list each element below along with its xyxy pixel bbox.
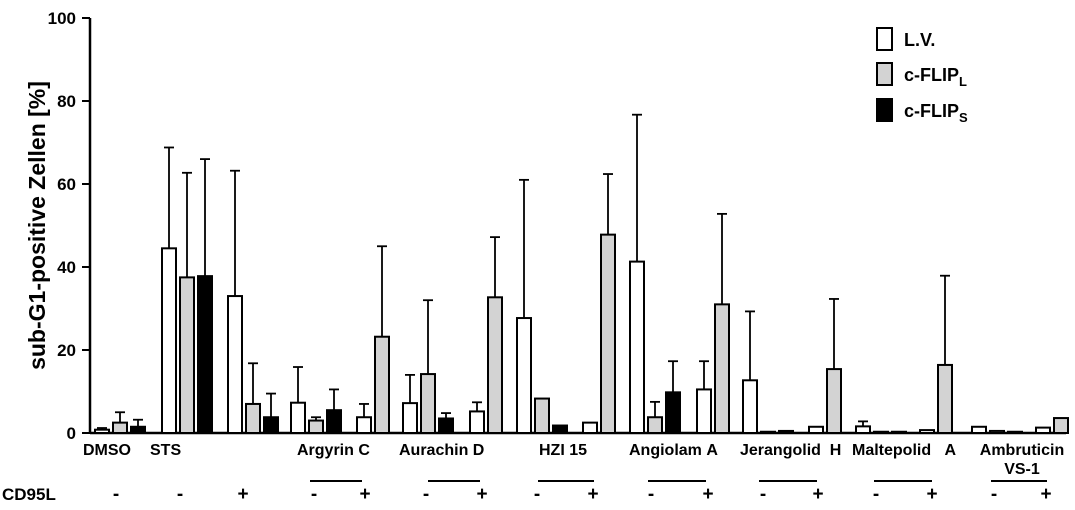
group-label: Angiolam A — [629, 442, 718, 459]
group-label: Argyrin C — [297, 442, 370, 459]
legend-swatch — [876, 62, 893, 86]
bar — [534, 397, 550, 434]
bar — [263, 416, 279, 435]
cd95l-sign: - — [534, 484, 540, 505]
legend-label-subscript: S — [959, 110, 968, 125]
y-tick-label: 40 — [57, 258, 76, 277]
bar — [808, 425, 824, 434]
bar — [742, 379, 758, 435]
cd95l-sign: + — [359, 484, 370, 505]
cd95l-sign: + — [702, 484, 713, 505]
legend-label: L.V. — [904, 30, 935, 50]
bar — [919, 429, 935, 435]
bar — [438, 417, 454, 435]
bar — [971, 425, 987, 434]
bar — [326, 409, 342, 434]
cd95l-sign: + — [587, 484, 598, 505]
cd95l-sign: - — [648, 484, 654, 505]
bar — [420, 373, 436, 435]
category-label: STS — [150, 442, 181, 459]
y-tick-label: 0 — [67, 424, 76, 443]
y-tick-label: 100 — [48, 9, 76, 28]
cd95l-sign: + — [237, 484, 248, 505]
y-tick-label: 20 — [57, 341, 76, 360]
cd95l-sign: - — [423, 484, 429, 505]
cd95l-sign: - — [113, 484, 119, 505]
group-label: Maltepolid A — [852, 442, 956, 459]
y-tick-label: 60 — [57, 175, 76, 194]
bar — [94, 428, 110, 434]
bar — [130, 425, 146, 434]
bar — [600, 233, 616, 434]
bar — [582, 421, 598, 434]
legend-label: c-FLIPL — [904, 65, 967, 89]
group-label: Jerangolid H — [740, 442, 841, 459]
bar — [245, 402, 261, 435]
bar — [891, 430, 907, 435]
bar — [197, 275, 213, 434]
cd95l-sign: - — [760, 484, 766, 505]
cd95l-sign: + — [926, 484, 937, 505]
cd95l-sign: + — [1040, 484, 1051, 505]
bar — [402, 402, 418, 434]
y-axis-label: sub-G1-positive Zellen [%] — [24, 81, 50, 370]
cd95l-sign: - — [311, 484, 317, 505]
bar — [552, 424, 568, 434]
legend-label: c-FLIPS — [904, 101, 968, 125]
cd95l-sign: - — [873, 484, 879, 505]
bar — [374, 335, 390, 434]
bar — [112, 421, 128, 434]
cd95l-sign: - — [991, 484, 997, 505]
legend-swatch — [876, 27, 893, 51]
bar — [665, 391, 681, 434]
cd95l-sign: + — [812, 484, 823, 505]
bar — [516, 317, 532, 435]
bar — [714, 303, 730, 434]
group-label: HZI 15 — [539, 442, 587, 459]
category-label: DMSO — [83, 442, 131, 459]
bar — [1053, 417, 1069, 434]
bar — [647, 416, 663, 435]
bar — [937, 363, 953, 434]
legend-swatch — [876, 98, 893, 122]
bar — [1035, 426, 1051, 435]
bar — [696, 388, 712, 434]
legend-label-main: c-FLIP — [904, 101, 959, 121]
bar — [1007, 430, 1023, 435]
legend-label-main: c-FLIP — [904, 65, 959, 85]
bar — [989, 429, 1005, 434]
group-label: VS-1 — [1004, 461, 1040, 478]
bar — [855, 425, 871, 434]
group-label: Ambruticin — [980, 442, 1064, 459]
bar — [161, 247, 177, 434]
bar — [469, 410, 485, 435]
bar — [629, 260, 645, 435]
y-tick-label: 80 — [57, 92, 76, 111]
legend-label-subscript: L — [959, 74, 967, 89]
bar — [179, 276, 195, 434]
cd95l-sign: + — [476, 484, 487, 505]
bar — [356, 416, 372, 435]
cd95l-sign: - — [177, 484, 183, 505]
bar — [308, 419, 324, 434]
bar — [826, 368, 842, 434]
bar — [873, 430, 889, 435]
bar — [778, 429, 794, 434]
legend-label-main: L.V. — [904, 30, 935, 50]
bar — [487, 296, 503, 435]
bar — [227, 295, 243, 434]
cd95l-row-label: CD95L — [2, 485, 56, 504]
bar — [760, 430, 776, 435]
group-label: Aurachin D — [399, 442, 484, 459]
bar — [290, 401, 306, 434]
